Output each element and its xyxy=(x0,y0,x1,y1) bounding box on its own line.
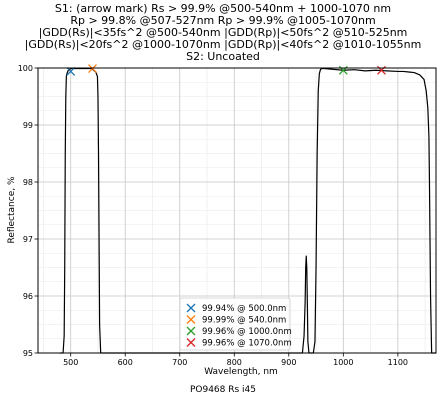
x-tick-label: 500 xyxy=(63,358,78,367)
legend-marker xyxy=(186,315,196,324)
title-line-3: |GDD(Rs)|<35fs^2 @500-540nm |GDD(Rp)|<50… xyxy=(39,26,408,39)
title-line-4: |GDD(Rs)|<20fs^2 @1000-1070nm |GDD(Rp)|<… xyxy=(25,38,422,51)
data-markers xyxy=(66,64,386,76)
legend-marker xyxy=(186,303,196,313)
x-tick-label: 1000 xyxy=(333,358,353,367)
grid xyxy=(38,67,436,354)
data-marker xyxy=(88,64,97,74)
y-tick-label: 99 xyxy=(23,121,33,130)
x-tick-label: 1100 xyxy=(388,358,408,367)
legend-box xyxy=(179,297,291,351)
x-tick-label: 800 xyxy=(227,358,242,367)
x-axis-label: Wavelength, nm xyxy=(204,367,278,377)
plot-frame xyxy=(37,67,437,354)
legend-label: 99.99% @ 540.0nm xyxy=(202,316,286,326)
legend-marker xyxy=(186,338,196,347)
x-tick-label: 700 xyxy=(172,358,187,367)
series-layer xyxy=(59,67,436,354)
data-marker xyxy=(66,66,76,76)
figure-footer: PO9468 Rs i45 xyxy=(190,385,256,395)
title-line-2: Rp > 99.8% @507-527nm Rp > 99.9% @1005-1… xyxy=(70,14,375,27)
legend-entry: 99.99% @ 540.0nm xyxy=(186,315,286,326)
legend-entry: 99.94% @ 500.0nm xyxy=(186,303,286,314)
y-tick-label: 95 xyxy=(23,349,33,358)
y-tick-label: 100 xyxy=(18,64,33,73)
legend-label: 99.94% @ 500.0nm xyxy=(202,304,286,314)
axis-ticks: 500 600 700 800 900 1000 1100 95 96 97 98 99 100 xyxy=(18,64,408,367)
legend-marker xyxy=(186,326,196,336)
legend-label: 99.96% @ 1070.0nm xyxy=(202,339,292,349)
y-axis-label: Reflectance, % xyxy=(7,176,17,243)
y-tick-label: 97 xyxy=(23,235,33,244)
legend-entry: 99.96% @ 1070.0nm xyxy=(186,338,292,349)
reflectance-series-line xyxy=(59,67,436,354)
chart-title: S1: (arrow mark) Rs > 99.9% @500-540nm +… xyxy=(25,2,422,63)
legend-label: 99.96% @ 1000.0nm xyxy=(202,327,292,337)
title-line-1: S1: (arrow mark) Rs > 99.9% @500-540nm +… xyxy=(55,2,391,15)
x-tick-label: 600 xyxy=(118,358,133,367)
title-line-5: S2: Uncoated xyxy=(186,50,260,63)
y-tick-label: 98 xyxy=(23,178,33,187)
y-tick-label: 96 xyxy=(23,292,33,301)
legend-entry: 99.96% @ 1000.0nm xyxy=(186,326,292,337)
x-tick-label: 900 xyxy=(281,358,296,367)
